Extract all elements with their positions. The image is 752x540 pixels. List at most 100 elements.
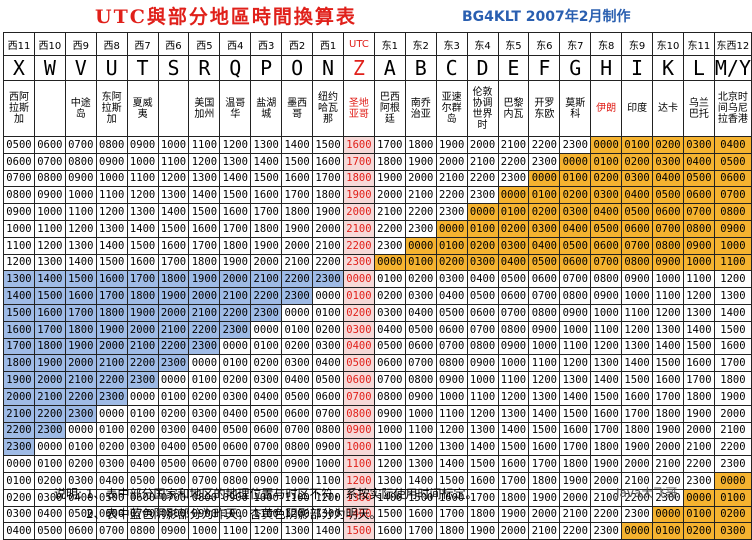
time-row: 0800 0900 1000 1100 1200 1300 1400 1500 1600 1700…	[3, 186, 752, 205]
time-cell: 1500	[435, 471, 468, 490]
time-cell: 0000	[713, 471, 752, 490]
time-cell: 1900	[373, 169, 406, 188]
letter-header-row: X W V U T S R Q P O N Z A B C D E F G H I K L M/Y	[3, 55, 752, 81]
time-cell: 0600	[435, 320, 468, 339]
time-cell: 1800	[373, 152, 406, 171]
time-cell: 0100	[126, 404, 159, 423]
zone-letter: C	[435, 55, 468, 81]
time-cell: 0900	[621, 270, 654, 289]
time-cell: 0300	[312, 337, 344, 356]
time-cell: 2000	[3, 387, 35, 406]
time-cell: 0100	[682, 505, 715, 524]
time-cell: 0200	[188, 387, 221, 406]
time-cell: 1300	[466, 421, 499, 440]
time-cell: 1800	[95, 303, 128, 322]
time-cell: 0000	[682, 488, 715, 507]
time-cell: 2000	[312, 219, 344, 238]
time-cell: 1600	[157, 236, 190, 255]
time-cell: 0800	[652, 236, 684, 255]
zone-letter: G	[559, 55, 592, 81]
time-cell: 0900	[312, 438, 344, 457]
time-cell: 1900	[157, 287, 190, 305]
zone-header: 东5	[497, 32, 530, 56]
time-cell: 0300	[682, 136, 715, 154]
time-cell: 2300	[64, 404, 97, 423]
time-cell: 0300	[3, 505, 35, 524]
time-cell: 0000	[281, 303, 314, 322]
time-cell: 1700	[590, 421, 623, 440]
time-cell: 0300	[497, 236, 530, 255]
time-cell: 0900	[64, 169, 97, 188]
time-cell: 0500	[373, 337, 406, 356]
time-cell: 0900	[33, 186, 66, 205]
time-cell: 0700	[621, 236, 654, 255]
time-cell: 0200	[3, 488, 35, 507]
time-cell: 2200	[373, 219, 406, 238]
timezone-sheet: UTC與部分地區時間換算表 BG4KLT 2007年2月制作 西11 西10 西9 西…	[3, 6, 752, 540]
time-cell: 1600	[250, 186, 283, 205]
zone-letter: A	[373, 55, 406, 81]
time-cell: 1000	[281, 471, 314, 490]
time-cell: 1500	[3, 303, 35, 322]
zone-letter: H	[590, 55, 623, 81]
time-cell: 1900	[713, 387, 752, 406]
time-cell: 0800	[435, 354, 468, 373]
time-cell: 0600	[250, 421, 283, 440]
time-cell: 0300	[95, 455, 128, 473]
time-cell: 0800	[682, 219, 715, 238]
time-cell: 0800	[713, 203, 752, 221]
page-subtitle: BG4KLT 2007年2月制作	[462, 9, 631, 25]
time-cell: 1300	[188, 169, 221, 188]
time-cell: 0000	[590, 136, 623, 154]
time-cell: 2000	[528, 505, 561, 524]
time-cell: 0700	[33, 152, 66, 171]
time-cell: 1400	[559, 387, 592, 406]
time-cell: 2300	[373, 236, 406, 255]
time-row: 1700 1800 1900 2000 2100 2200 2300 0000 0100 0200…	[3, 337, 752, 356]
time-cell: 0200	[652, 136, 684, 154]
time-cell: 1400	[33, 270, 66, 289]
time-cell: 1100	[373, 438, 406, 457]
time-cell: 0300	[33, 488, 66, 507]
time-cell: 1600	[188, 219, 221, 238]
time-cell: 1700	[435, 505, 468, 524]
time-row: 0700 0800 0900 1000 1100 1200 1300 1400 1500 1600…	[3, 169, 752, 188]
time-cell: 2300	[435, 203, 468, 221]
time-cell: 1000	[559, 320, 592, 339]
time-cell: 1400	[342, 505, 375, 524]
place-name: 北京时间乌尼拉香港	[713, 80, 752, 137]
time-cell: 1500	[590, 387, 623, 406]
time-cell: 1300	[219, 152, 252, 171]
time-cell: 1600	[126, 253, 159, 272]
time-cell: 1700	[3, 337, 35, 356]
zone-letter: D	[466, 55, 499, 81]
time-cell: 1800	[528, 471, 561, 490]
time-cell: 1700	[713, 354, 752, 373]
time-cell: 1600	[312, 152, 344, 171]
time-cell: 0900	[590, 287, 623, 305]
time-cell: 1500	[621, 371, 654, 389]
time-cell: 2100	[157, 320, 190, 339]
time-cell: 2000	[713, 404, 752, 423]
time-cell: 0500	[466, 287, 499, 305]
time-cell: 1100	[157, 152, 190, 171]
time-cell: 1300	[3, 270, 35, 289]
time-cell: 1800	[188, 253, 221, 272]
time-cell: 1600	[33, 303, 66, 322]
time-cell: 0300	[466, 253, 499, 272]
time-cell: 1200	[64, 219, 97, 238]
time-cell: 2100	[682, 438, 715, 457]
time-cell: 2300	[559, 136, 592, 154]
time-cell: 1100	[528, 354, 561, 373]
time-cell: 2100	[373, 203, 406, 221]
time-cell: 0100	[281, 320, 314, 339]
time-cell: 1200	[3, 253, 35, 272]
time-cell: 0400	[682, 152, 715, 171]
time-cell: 0100	[652, 522, 684, 540]
time-cell: 0300	[435, 270, 468, 289]
time-cell: 1600	[497, 455, 530, 473]
time-cell: 2100	[3, 404, 35, 423]
time-cell: 1900	[342, 186, 375, 205]
time-cell: 2300	[33, 421, 66, 440]
time-cell: 0100	[219, 354, 252, 373]
